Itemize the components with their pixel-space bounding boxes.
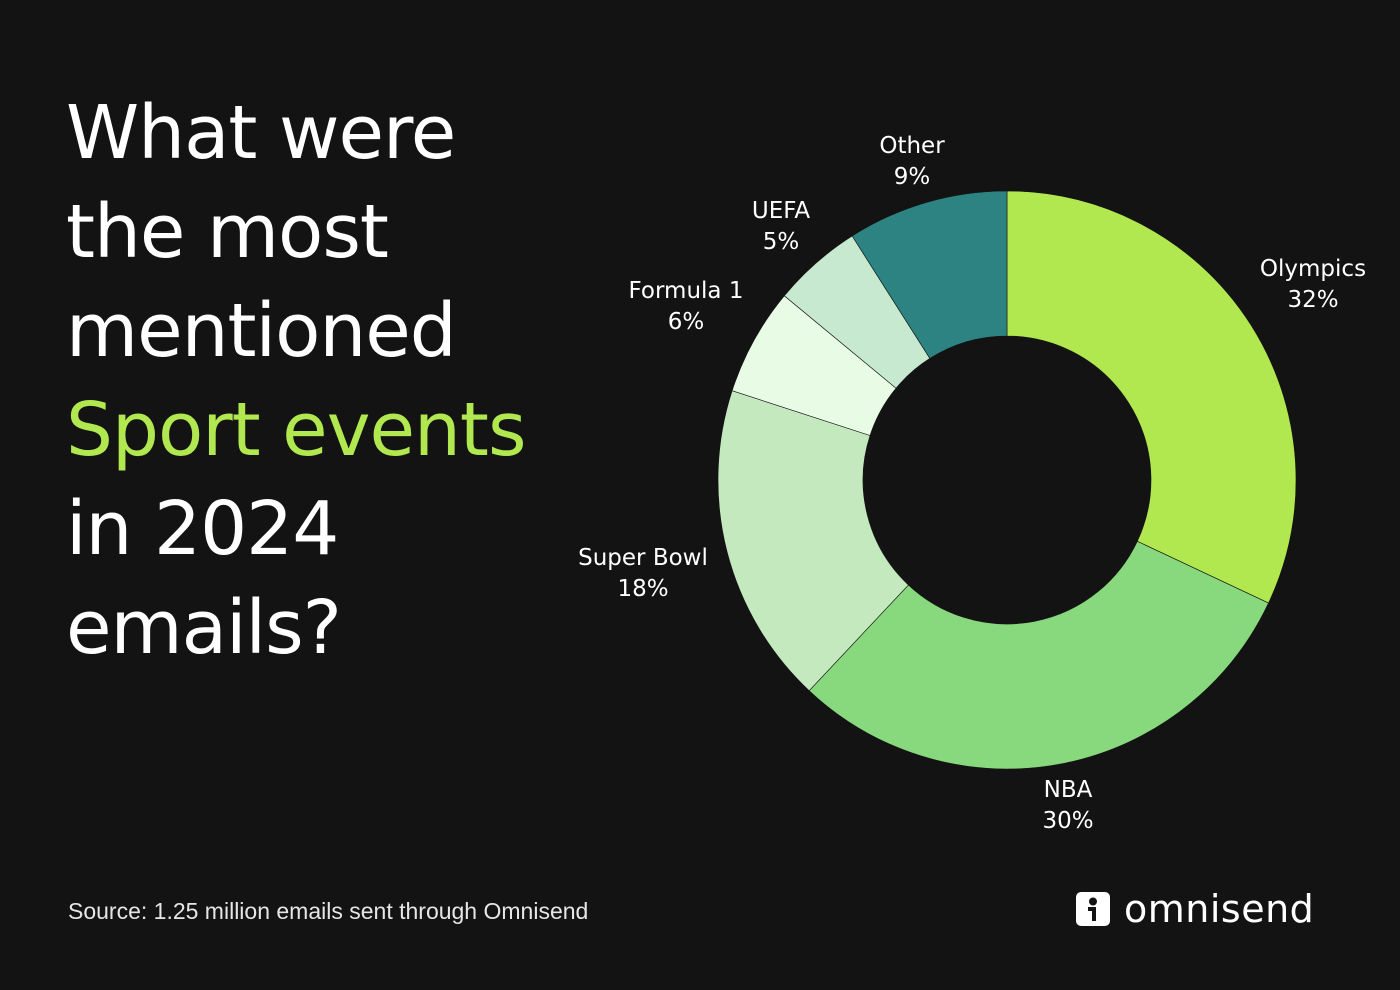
- slice-other: [851, 190, 1008, 359]
- value-formula-1: 6%: [668, 309, 705, 335]
- brand-logo: omnisend: [1076, 884, 1314, 934]
- value-other: 9%: [894, 164, 931, 190]
- label-uefa: UEFA: [752, 198, 810, 224]
- label-other: Other: [879, 133, 945, 159]
- headline-line-2: the most: [66, 189, 389, 275]
- omnisend-logo-icon: [1076, 892, 1110, 926]
- headline: What were the most mentioned Sport event…: [66, 84, 626, 678]
- value-olympics: 32%: [1287, 287, 1338, 313]
- headline-line-1: What were: [66, 90, 456, 176]
- value-nba: 30%: [1042, 808, 1093, 834]
- headline-accent: Sport events: [66, 387, 527, 473]
- headline-line-5: in 2024: [66, 486, 339, 572]
- slice-olympics: [1006, 190, 1297, 604]
- value-uefa: 5%: [763, 229, 800, 255]
- value-super-bowl: 18%: [617, 576, 668, 602]
- slice-nba: [808, 540, 1269, 770]
- label-nba: NBA: [1044, 777, 1093, 803]
- brand-name: omnisend: [1124, 887, 1315, 931]
- headline-line-3: mentioned: [66, 288, 457, 374]
- label-olympics: Olympics: [1260, 256, 1366, 282]
- slice-super-bowl: [717, 390, 909, 692]
- source-note: Source: 1.25 million emails sent through…: [68, 898, 589, 924]
- headline-line-6: emails?: [66, 585, 342, 671]
- label-formula-1: Formula 1: [629, 278, 744, 304]
- label-super-bowl: Super Bowl: [578, 545, 708, 571]
